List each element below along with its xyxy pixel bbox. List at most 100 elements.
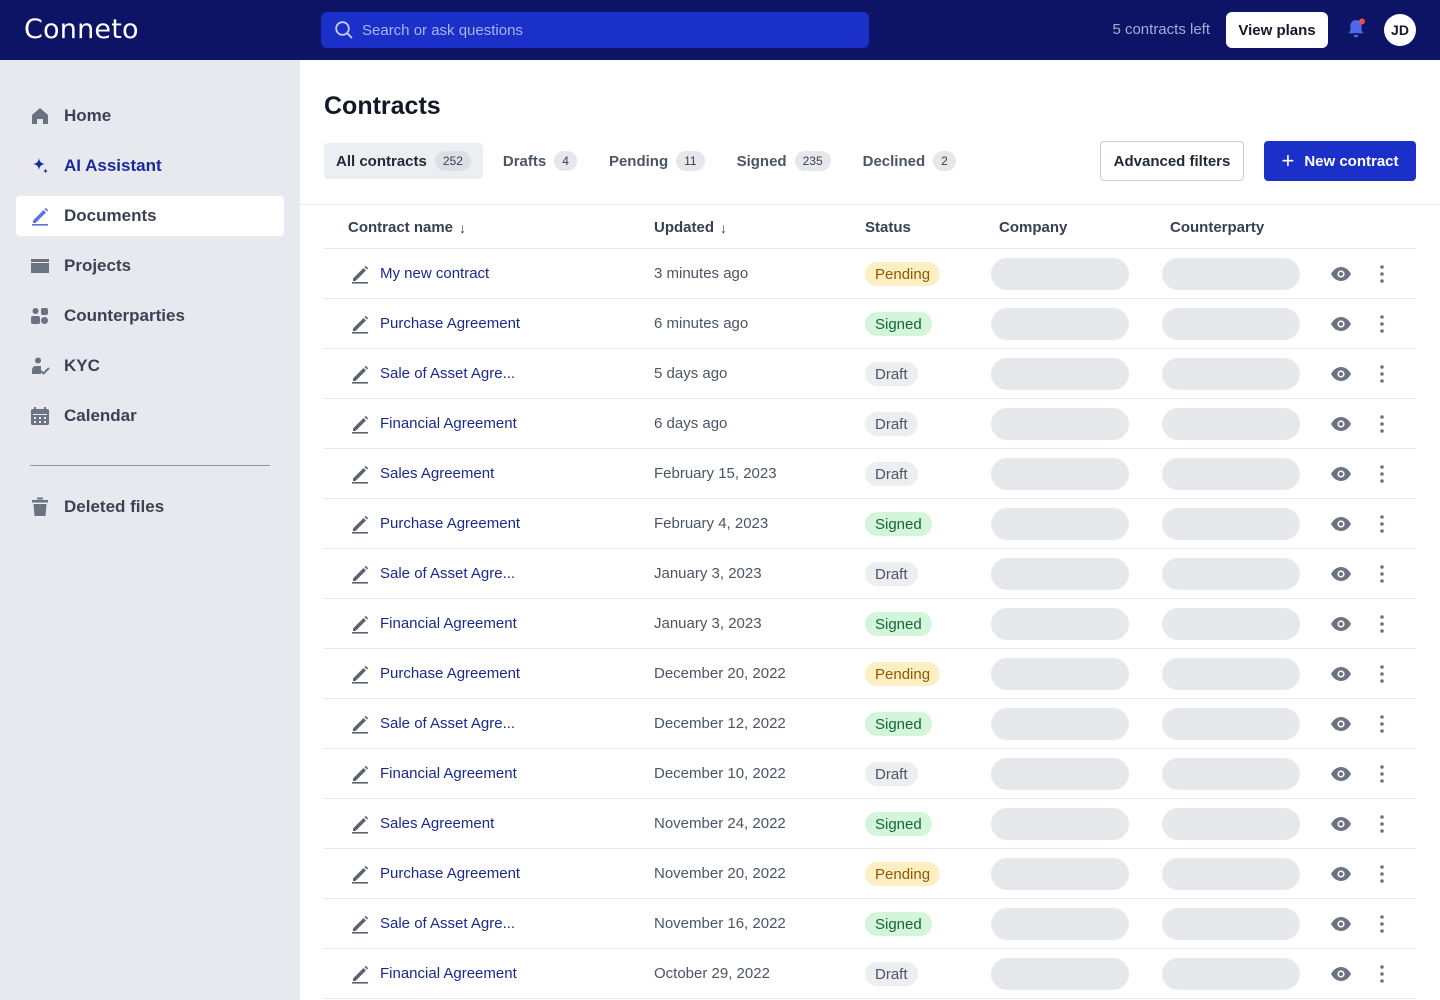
sidebar-item-projects[interactable]: Projects (16, 246, 284, 286)
eye-icon[interactable] (1330, 965, 1352, 983)
table-row[interactable]: Purchase Agreement November 20, 2022 Pendi… (324, 849, 1416, 899)
sidebar-item-ai-assistant[interactable]: AI Assistant (16, 146, 284, 186)
table-row[interactable]: Sales Agreement November 24, 2022 Signed (324, 799, 1416, 849)
sidebar-item-home[interactable]: Home (16, 96, 284, 136)
contract-name-link[interactable]: Financial Agreement (380, 965, 517, 982)
counterparty-placeholder (1162, 958, 1300, 990)
more-options-icon[interactable] (1376, 963, 1388, 985)
column-header-company[interactable]: Company (999, 219, 1067, 236)
table-row[interactable]: Purchase Agreement 6 minutes ago Signed (324, 299, 1416, 349)
column-header-status[interactable]: Status (865, 219, 911, 236)
sidebar-item-label: Calendar (64, 406, 137, 425)
sidebar-item-deleted-files[interactable]: Deleted files (16, 487, 284, 527)
app-logo[interactable]: Conneto (24, 14, 139, 45)
tab-declined[interactable]: Declined 2 (851, 143, 968, 179)
notification-bell-icon[interactable] (1344, 17, 1368, 41)
table-row[interactable]: Sale of Asset Agre... 5 days ago Draft (324, 349, 1416, 399)
status-badge: Draft (865, 462, 918, 486)
table-row[interactable]: Purchase Agreement February 4, 2023 Signed (324, 499, 1416, 549)
search-input[interactable]: Search or ask questions (321, 12, 869, 48)
more-options-icon[interactable] (1376, 413, 1388, 435)
table-row[interactable]: Financial Agreement December 10, 2022 Draf… (324, 749, 1416, 799)
more-options-icon[interactable] (1376, 713, 1388, 735)
tab-pending[interactable]: Pending 11 (597, 143, 717, 179)
tab-label: Declined (862, 152, 926, 170)
more-options-icon[interactable] (1376, 913, 1388, 935)
more-options-icon[interactable] (1376, 663, 1388, 685)
more-options-icon[interactable] (1376, 613, 1388, 635)
more-options-icon[interactable] (1376, 813, 1388, 835)
contract-name-link[interactable]: Sale of Asset Agre... (380, 715, 516, 732)
table-row[interactable]: Purchase Agreement December 20, 2022 Pendi… (324, 649, 1416, 699)
eye-icon[interactable] (1330, 465, 1352, 483)
status-tabs: All contracts 252 Drafts 4 Pending 11 Si… (324, 143, 976, 179)
table-row[interactable]: Sales Agreement February 15, 2023 Draft (324, 449, 1416, 499)
sidebar-item-label: Documents (64, 206, 157, 225)
tab-signed[interactable]: Signed 235 (725, 143, 843, 179)
more-options-icon[interactable] (1376, 263, 1388, 285)
more-options-icon[interactable] (1376, 363, 1388, 385)
contract-name-link[interactable]: Sale of Asset Agre... (380, 565, 516, 582)
eye-icon[interactable] (1330, 865, 1352, 883)
more-options-icon[interactable] (1376, 463, 1388, 485)
contract-name-link[interactable]: Financial Agreement (380, 765, 517, 782)
table-row[interactable]: Sale of Asset Agre... January 3, 2023 Draf… (324, 549, 1416, 599)
sidebar-item-kyc[interactable]: KYC (16, 346, 284, 386)
contract-name-link[interactable]: Sale of Asset Agre... (380, 365, 516, 382)
contract-name-link[interactable]: Purchase Agreement (380, 865, 521, 882)
tab-count-badge: 4 (554, 151, 577, 171)
contract-name-link[interactable]: Purchase Agreement (380, 665, 521, 682)
more-options-icon[interactable] (1376, 863, 1388, 885)
table-row[interactable]: Financial Agreement 6 days ago Draft (324, 399, 1416, 449)
more-options-icon[interactable] (1376, 313, 1388, 335)
counterparty-placeholder (1162, 658, 1300, 690)
column-header-contract-name[interactable]: Contract name ↓ (348, 219, 466, 236)
sidebar-item-calendar[interactable]: Calendar (16, 396, 284, 436)
sidebar-item-documents[interactable]: Documents (16, 196, 284, 236)
company-placeholder (991, 708, 1129, 740)
more-options-icon[interactable] (1376, 513, 1388, 535)
eye-icon[interactable] (1330, 515, 1352, 533)
eye-icon[interactable] (1330, 315, 1352, 333)
eye-icon[interactable] (1330, 915, 1352, 933)
table-row[interactable]: Financial Agreement January 3, 2023 Signed (324, 599, 1416, 649)
contract-name-link[interactable]: Sale of Asset Agre... (380, 915, 516, 932)
table-row[interactable]: Financial Agreement October 29, 2022 Draft (324, 949, 1416, 999)
new-contract-button[interactable]: + New contract (1264, 141, 1416, 181)
eye-icon[interactable] (1330, 615, 1352, 633)
tab-all-contracts[interactable]: All contracts 252 (324, 143, 483, 179)
updated-text: January 3, 2023 (654, 565, 762, 582)
contract-name-link[interactable]: Purchase Agreement (380, 315, 521, 332)
eye-icon[interactable] (1330, 665, 1352, 683)
column-header-updated[interactable]: Updated ↓ (654, 219, 727, 236)
contract-name-link[interactable]: Financial Agreement (380, 615, 517, 632)
table-row[interactable]: Sale of Asset Agre... December 12, 2022 Si… (324, 699, 1416, 749)
more-options-icon[interactable] (1376, 763, 1388, 785)
contract-name-link[interactable]: Purchase Agreement (380, 515, 521, 532)
tab-count-badge: 2 (933, 151, 956, 171)
avatar[interactable]: JD (1384, 14, 1416, 46)
table-row[interactable]: Sale of Asset Agre... November 16, 2022 Si… (324, 899, 1416, 949)
contract-name-link[interactable]: My new contract (380, 265, 490, 282)
eye-icon[interactable] (1330, 565, 1352, 583)
table-row[interactable]: My new contract 3 minutes ago Pending (324, 249, 1416, 299)
sidebar-item-counterparties[interactable]: Counterparties (16, 296, 284, 336)
contract-name-link[interactable]: Sales Agreement (380, 815, 495, 832)
sidebar-item-label: Home (64, 106, 112, 125)
eye-icon[interactable] (1330, 715, 1352, 733)
eye-icon[interactable] (1330, 815, 1352, 833)
advanced-filters-button[interactable]: Advanced filters (1100, 141, 1244, 181)
column-header-counterparty[interactable]: Counterparty (1170, 219, 1264, 236)
search-icon (335, 21, 353, 39)
company-placeholder (991, 908, 1129, 940)
more-options-icon[interactable] (1376, 563, 1388, 585)
eye-icon[interactable] (1330, 415, 1352, 433)
contract-name-link[interactable]: Financial Agreement (380, 415, 517, 432)
contract-name-link[interactable]: Sales Agreement (380, 465, 495, 482)
eye-icon[interactable] (1330, 365, 1352, 383)
tab-drafts[interactable]: Drafts 4 (491, 143, 589, 179)
view-plans-button[interactable]: View plans (1226, 12, 1328, 48)
plus-icon: + (1281, 148, 1295, 173)
eye-icon[interactable] (1330, 265, 1352, 283)
eye-icon[interactable] (1330, 765, 1352, 783)
